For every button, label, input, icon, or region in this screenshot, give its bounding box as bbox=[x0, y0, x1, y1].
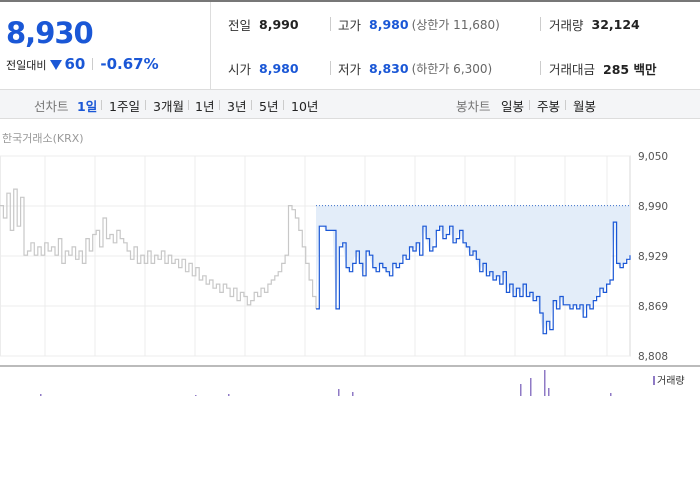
volume: 거래량 32,124 bbox=[549, 2, 640, 46]
divider bbox=[529, 100, 530, 110]
down-triangle-icon bbox=[50, 60, 63, 70]
high-value: 8,980 bbox=[369, 16, 409, 32]
volume-bar bbox=[228, 394, 230, 396]
lower-limit: (하한가 6,300) bbox=[411, 61, 493, 76]
divider bbox=[92, 58, 94, 70]
candle-chart-header: 봉차트 bbox=[456, 99, 491, 114]
volume-legend-label: 거래량 bbox=[657, 376, 685, 387]
volume-bar bbox=[352, 392, 354, 396]
divider bbox=[101, 100, 102, 110]
y-tick-label: 8,990 bbox=[638, 201, 668, 213]
tab-5-years[interactable]: 5년 bbox=[259, 99, 279, 114]
prev-close-label: 전일 bbox=[228, 17, 252, 33]
open-price: 시가 8,980 bbox=[228, 46, 299, 90]
y-tick-label: 8,929 bbox=[638, 251, 668, 263]
volume-bar bbox=[610, 393, 612, 396]
divider bbox=[251, 100, 252, 110]
upper-limit: (상한가 11,680) bbox=[411, 17, 500, 32]
series-area-fill bbox=[316, 205, 630, 334]
volume-bar bbox=[548, 388, 550, 396]
data-source-label: 한국거래소(KRX) bbox=[2, 132, 84, 145]
trade-value: 거래대금 285 백만 bbox=[549, 46, 656, 90]
tab-3-years[interactable]: 3년 bbox=[227, 99, 247, 114]
divider bbox=[330, 61, 331, 75]
tab-1-week[interactable]: 1주일 bbox=[109, 99, 140, 114]
tab-daily-candle[interactable]: 일봉 bbox=[501, 99, 525, 114]
change-value: 60 bbox=[64, 55, 86, 73]
y-tick-label: 9,050 bbox=[638, 151, 668, 163]
change-line: 전일대비 60 -0.67% bbox=[6, 55, 159, 73]
volume-bar bbox=[530, 378, 532, 396]
chart-period-tabs: 선차트 1일 1주일 3개월 1년 3년 5년 10년 봉차트 일봉 주봉 월봉 bbox=[0, 90, 700, 119]
change-label: 전일대비 bbox=[6, 59, 47, 72]
divider bbox=[188, 100, 189, 110]
volume-bar bbox=[338, 389, 340, 396]
divider bbox=[540, 61, 541, 75]
trade-value-label: 거래대금 bbox=[549, 61, 596, 77]
change-percent: -0.67% bbox=[100, 55, 159, 73]
volume-bar bbox=[40, 394, 42, 396]
low-label: 저가 bbox=[338, 61, 362, 77]
volume-bar bbox=[520, 384, 522, 396]
volume-value: 32,124 bbox=[591, 16, 640, 32]
tab-1-day[interactable]: 1일 bbox=[77, 99, 98, 114]
low-value: 8,830 bbox=[369, 60, 409, 76]
divider bbox=[283, 100, 284, 110]
tab-1-year[interactable]: 1년 bbox=[195, 99, 215, 114]
current-price: 8,930 bbox=[6, 16, 94, 50]
divider bbox=[565, 100, 566, 110]
volume-swatch-icon bbox=[653, 376, 655, 385]
open-label: 시가 bbox=[228, 61, 252, 77]
divider bbox=[219, 100, 220, 110]
price-chart: 9,050 8,990 8,929 8,869 8,808 한국거래소(KRX) bbox=[0, 120, 700, 400]
price-chart-canvas: 9,050 8,990 8,929 8,869 8,808 bbox=[0, 151, 700, 396]
volume-label: 거래량 bbox=[549, 17, 584, 33]
y-tick-label: 8,808 bbox=[638, 351, 668, 363]
volume-bar bbox=[195, 395, 197, 396]
divider bbox=[330, 17, 331, 31]
prev-day-price-line bbox=[0, 188, 317, 309]
volume-bar bbox=[544, 370, 546, 396]
tab-3-months[interactable]: 3개월 bbox=[153, 99, 184, 114]
open-value: 8,980 bbox=[259, 60, 299, 76]
tab-monthly-candle[interactable]: 월봉 bbox=[573, 99, 597, 114]
prev-close: 전일 8,990 bbox=[228, 2, 299, 46]
high-label: 고가 bbox=[338, 17, 362, 33]
y-tick-label: 8,869 bbox=[638, 301, 668, 313]
divider bbox=[540, 17, 541, 31]
line-chart-header: 선차트 bbox=[34, 99, 69, 114]
high-price: 고가 8,980 (상한가 11,680) bbox=[338, 2, 500, 46]
price-box: 8,930 전일대비 60 -0.67% bbox=[0, 2, 211, 90]
low-price: 저가 8,830 (하한가 6,300) bbox=[338, 46, 492, 90]
volume-legend: 거래량 bbox=[653, 372, 685, 387]
trade-value-amount: 285 백만 bbox=[603, 61, 657, 77]
prev-close-value: 8,990 bbox=[259, 16, 299, 32]
tab-weekly-candle[interactable]: 주봉 bbox=[537, 99, 561, 114]
quote-summary: 8,930 전일대비 60 -0.67% 전일 8,990 고가 8,980 (상한가 1… bbox=[0, 0, 700, 90]
current-day-price-line bbox=[316, 221, 631, 335]
tab-10-years[interactable]: 10년 bbox=[291, 99, 319, 114]
divider bbox=[145, 100, 146, 110]
